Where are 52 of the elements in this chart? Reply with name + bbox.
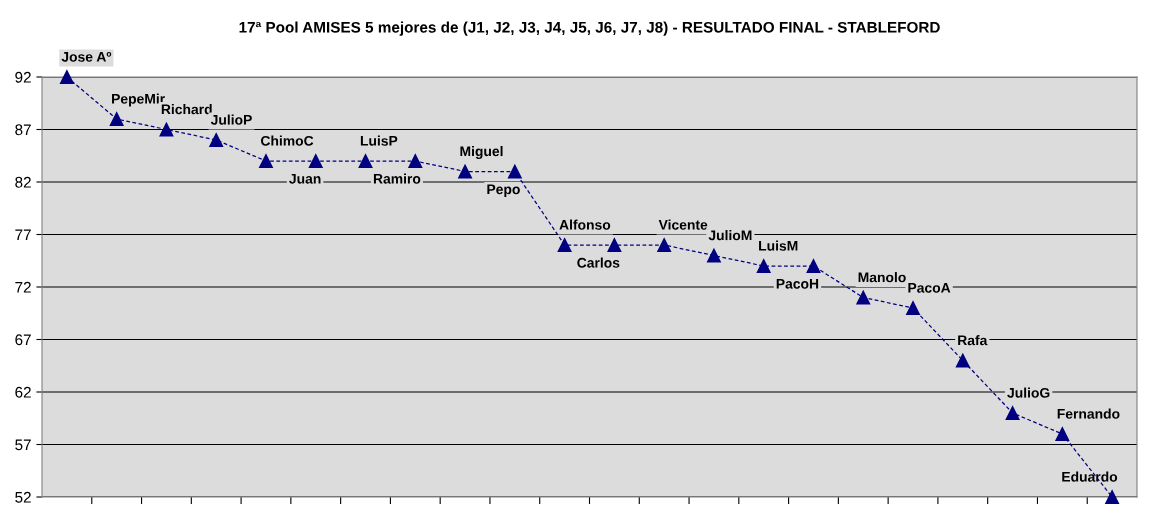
point xyxy=(259,154,273,168)
point xyxy=(1055,427,1070,441)
data-label: LuisP xyxy=(360,135,398,146)
data-label: Rafa xyxy=(958,335,988,346)
point xyxy=(706,248,721,263)
data-label: Ramiro xyxy=(373,173,421,184)
data-label: PacoH xyxy=(776,279,819,289)
point xyxy=(59,70,74,84)
y-tick-label: 82 xyxy=(15,176,31,188)
y-tick-label: 72 xyxy=(15,281,31,293)
data-label: LuisM xyxy=(759,240,798,251)
data-label: ChimoC xyxy=(260,135,314,146)
data-label: Vicente xyxy=(658,219,708,230)
point xyxy=(109,112,124,126)
point xyxy=(507,164,522,179)
y-tick-label: 92 xyxy=(15,71,31,83)
y-tick-label: 87 xyxy=(15,124,31,136)
data-label: Jose Aº xyxy=(61,52,112,62)
point xyxy=(955,353,970,368)
point xyxy=(1105,490,1120,504)
point xyxy=(806,259,821,273)
point xyxy=(1005,406,1020,420)
point xyxy=(358,154,373,168)
y-tick-label: 77 xyxy=(15,229,31,241)
point xyxy=(209,133,224,147)
data-label: Manolo xyxy=(858,272,906,283)
y-tick-label: 52 xyxy=(15,491,31,503)
data-label: PacoA xyxy=(908,283,951,293)
y-tick-label: 62 xyxy=(15,386,31,398)
data-label: Miguel xyxy=(460,145,503,159)
point xyxy=(607,238,622,252)
data-label: Alfonso xyxy=(559,219,611,230)
point xyxy=(657,238,672,252)
y-tick-label: 67 xyxy=(15,334,31,346)
point xyxy=(756,259,771,273)
data-label: Eduardo xyxy=(1062,471,1118,482)
point xyxy=(159,122,174,137)
point xyxy=(308,154,323,168)
data-label: Carlos xyxy=(577,257,620,268)
point xyxy=(557,238,572,252)
point xyxy=(856,290,871,305)
data-label: JulioM xyxy=(708,230,752,241)
point xyxy=(458,164,473,179)
data-label: Fernando xyxy=(1057,408,1120,419)
data-label: Pepo xyxy=(487,184,520,197)
data-label: JulioG xyxy=(1007,387,1050,398)
data-label: Juan xyxy=(289,174,321,184)
chart-title: 17ª Pool AMISES 5 mejores de (J1, J2, J3, J4, J5, J6, J7, J8) - RESULTADO FINAL - STABLEFORD xyxy=(239,21,940,36)
y-tick-label: 57 xyxy=(15,439,31,451)
data-label: JulioP xyxy=(210,114,252,125)
point xyxy=(408,154,423,168)
point xyxy=(906,301,920,315)
